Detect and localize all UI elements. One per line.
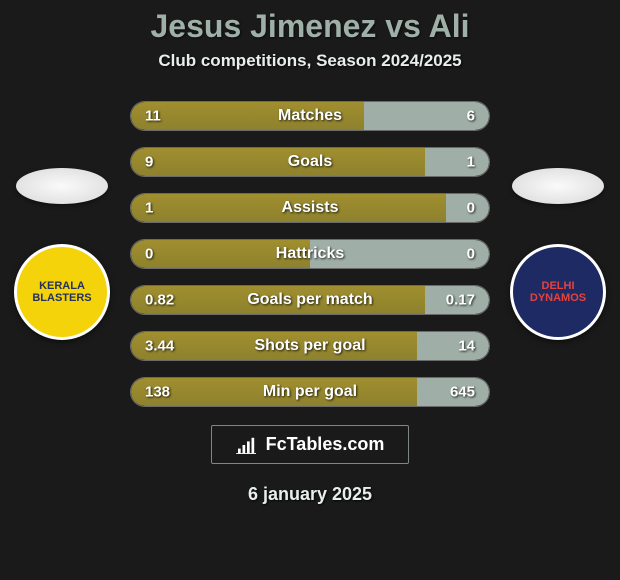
stat-bar-label: Goals per match: [247, 291, 372, 309]
infographic-container: Jesus Jimenez vs Ali Club competitions, …: [0, 0, 620, 580]
stat-bar-row: Min per goal 138 645: [130, 377, 490, 407]
stat-bars: Matches 11 6 Goals 9 1 Assists 1 0 Hattricks 0 0 Goa…: [130, 101, 490, 407]
left-player-column: KERALA BLASTERS: [12, 168, 112, 340]
chart-icon: [236, 436, 258, 454]
stat-bar-left-segment: [131, 148, 425, 176]
stat-bar-row: Matches 11 6: [130, 101, 490, 131]
stat-bar-value-right: 645: [450, 384, 475, 401]
subtitle: Club competitions, Season 2024/2025: [158, 51, 461, 71]
player-placeholder-right: [512, 168, 604, 204]
stat-bar-label: Matches: [278, 107, 342, 125]
vs-title: Jesus Jimenez vs Ali: [151, 8, 470, 45]
stat-bar-value-right: 0.17: [446, 292, 475, 309]
stat-bar-row: Goals per match 0.82 0.17: [130, 285, 490, 315]
stat-bar-row: Goals 9 1: [130, 147, 490, 177]
stat-bar-value-right: 6: [467, 108, 475, 125]
footer-brand-box: FcTables.com: [211, 425, 410, 464]
club-badge-left: KERALA BLASTERS: [14, 244, 110, 340]
main-area: KERALA BLASTERS Matches116Goals91Assists…: [0, 101, 620, 407]
stat-bar-label: Assists: [282, 199, 339, 217]
club-badge-right-label: DELHI DYNAMOS: [513, 280, 603, 304]
stat-bar-label: Min per goal: [263, 383, 357, 401]
club-badge-left-label: KERALA BLASTERS: [17, 280, 107, 304]
stat-bar-value-right: 1: [467, 154, 475, 171]
stat-bar-label: Goals: [288, 153, 332, 171]
stat-bar-row: Shots per goal 3.44 14: [130, 331, 490, 361]
stat-bar-value-left: 0: [145, 246, 153, 263]
right-player-column: DELHI DYNAMOS: [508, 168, 608, 340]
stat-bar-value-right: 0: [467, 200, 475, 217]
stat-bar-value-right: 14: [458, 338, 475, 355]
player-placeholder-left: [16, 168, 108, 204]
stat-bar-value-left: 9: [145, 154, 153, 171]
stat-bar-value-left: 3.44: [145, 338, 174, 355]
stat-bar-value-left: 138: [145, 384, 170, 401]
stat-bar-value-left: 1: [145, 200, 153, 217]
stat-bar-row: Assists 1 0: [130, 193, 490, 223]
stat-bar-right-segment: [425, 148, 489, 176]
stat-bar-label: Hattricks: [276, 245, 344, 263]
club-badge-right: DELHI DYNAMOS: [510, 244, 606, 340]
stat-bar-right-segment: [417, 332, 489, 360]
stat-bar-value-left: 11: [145, 108, 161, 125]
footer-brand-text: FcTables.com: [266, 434, 385, 455]
date-label: 6 january 2025: [248, 484, 372, 505]
stat-bar-label: Shots per goal: [254, 337, 365, 355]
stat-bar-value-right: 0: [467, 246, 475, 263]
stat-bar-row: Hattricks 0 0: [130, 239, 490, 269]
stat-bar-value-left: 0.82: [145, 292, 174, 309]
